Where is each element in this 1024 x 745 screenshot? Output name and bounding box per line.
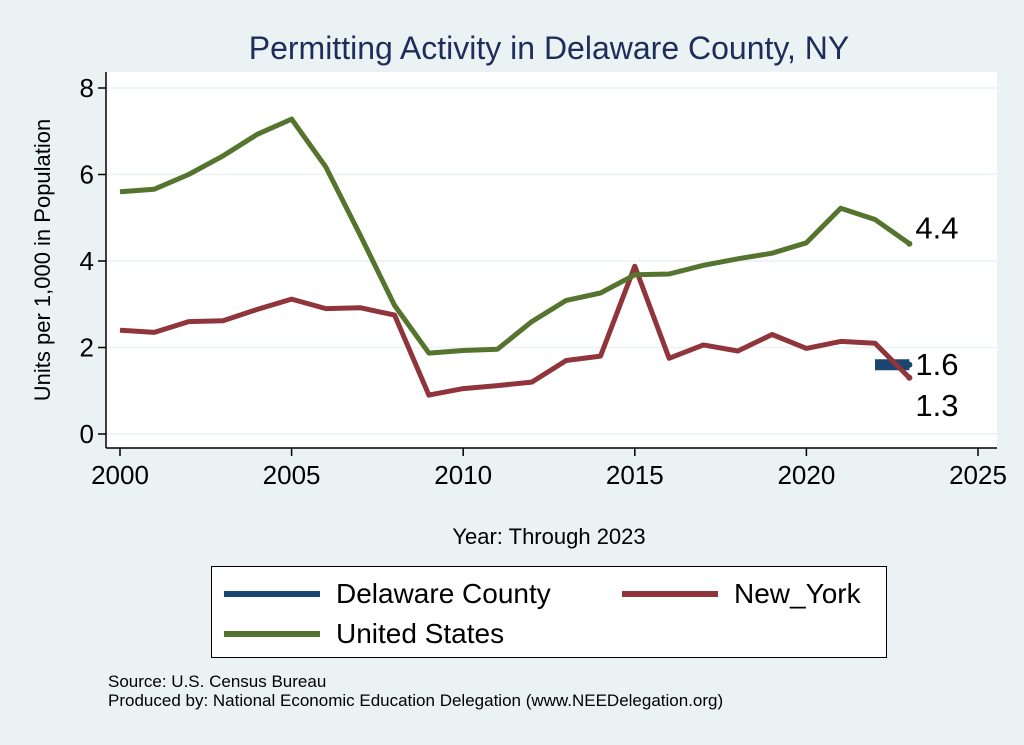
y-tick-label: 4 [80, 246, 94, 276]
series-line-new-york [119, 263, 912, 398]
x-axis-label: Year: Through 2023 [452, 524, 645, 549]
axes: 0 2 4 6 8 2000 2005 2010 2015 2020 2025 [80, 72, 1007, 490]
series-endpoint-new-york [906, 374, 913, 381]
y-tick-label: 2 [80, 333, 94, 363]
produced-by-line: Produced by: National Economic Education… [108, 691, 724, 710]
series-end-label-delaware-county: 1.6 [915, 347, 958, 382]
source-line: Source: U.S. Census Bureau [108, 672, 327, 691]
series-lines [119, 116, 913, 398]
y-tick-label: 8 [80, 73, 94, 103]
chart-title: Permitting Activity in Delaware County, … [249, 30, 850, 66]
series-endpoint-united-states [906, 240, 913, 247]
series-end-label-new-york: 1.3 [915, 388, 958, 423]
series-end-labels: 1.6 1.3 4.4 [915, 211, 958, 423]
x-tick-label: 2005 [263, 460, 321, 490]
legend-label-new-york: New_York [734, 578, 861, 609]
y-axis-label: Units per 1,000 in Population [30, 119, 55, 402]
x-tick-label: 2015 [606, 460, 664, 490]
x-tick-label: 2010 [434, 460, 492, 490]
series-line-united-states [119, 116, 911, 356]
legend-label-delaware-county: Delaware County [336, 578, 551, 609]
plot-area [106, 72, 997, 448]
legend-label-united-states: United States [336, 618, 505, 649]
legend: Delaware County New_York United States [211, 566, 887, 658]
series-end-label-united-states: 4.4 [915, 211, 958, 246]
legend-swatch-delaware-county [224, 591, 320, 597]
series-endpoint-delaware-county [906, 361, 913, 368]
y-tick-label: 6 [80, 160, 94, 190]
source-note: Source: U.S. Census Bureau Produced by: … [108, 672, 723, 710]
legend-swatch-united-states [224, 631, 320, 637]
gridlines [106, 87, 997, 435]
x-tick-label: 2020 [777, 460, 835, 490]
x-tick-label: 2025 [949, 460, 1007, 490]
x-tick-label: 2000 [91, 460, 149, 490]
y-tick-label: 0 [80, 419, 94, 449]
legend-swatch-new-york [622, 591, 718, 597]
